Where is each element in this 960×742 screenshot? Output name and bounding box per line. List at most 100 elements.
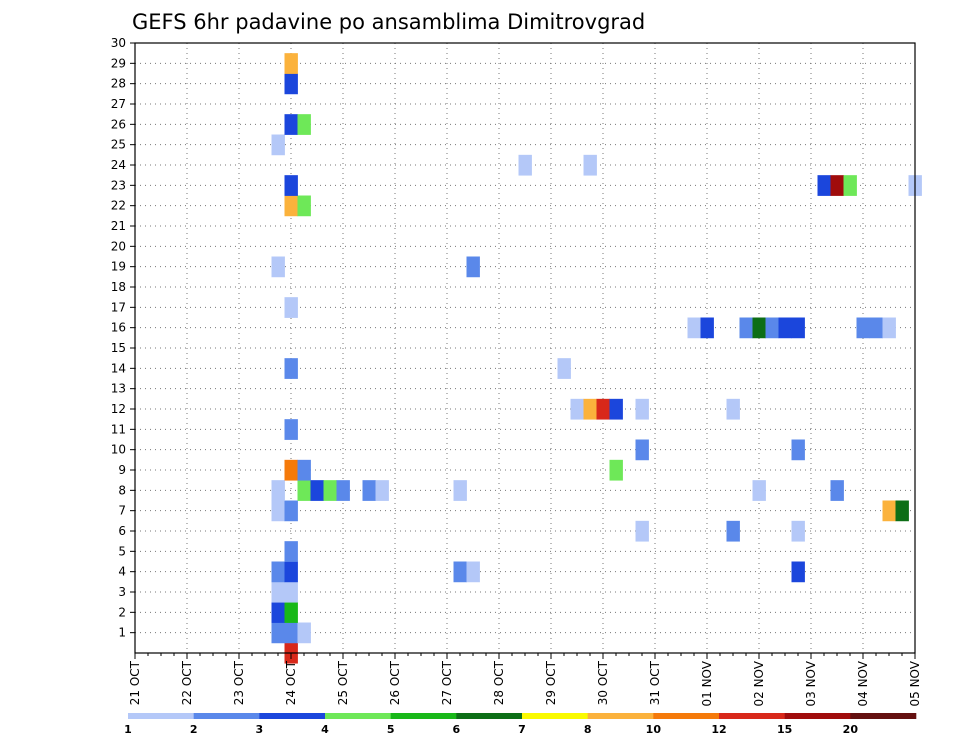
colorbar-segment [850,713,917,719]
heatmap-cell [284,500,298,522]
heatmap-cell [284,175,298,196]
heatmap-cell [284,358,298,379]
heatmap-cell [271,602,285,623]
heatmap-cell [284,602,298,623]
x-axis: 21 OCT 22 OCT 23 OCT 24 OCT 25 OCT 26 OCT 27 O… [128,653,922,707]
colorbar-segment [587,713,654,719]
heatmap-cell [791,561,805,583]
colorbar-segment [325,713,391,719]
y-tick-label: 15 [111,341,126,355]
x-tick-label: 29 OCT [544,660,558,705]
y-tick-label: 18 [111,280,126,294]
heatmap-cell [791,439,805,461]
y-tick-label: 2 [118,605,126,619]
colorbar-legend: 1 2 3 4 5 6 7 8 10 12 15 20 [124,713,917,736]
heatmap-cell [609,459,623,481]
heatmap-cell [739,317,753,339]
heatmap-cell [362,480,376,501]
y-tick-label: 23 [111,178,126,192]
heatmap-cell [570,398,584,420]
heatmap-cell [284,561,298,583]
x-tick-label: 02 NOV [752,660,766,706]
heatmap-cells [271,53,922,664]
heatmap-cell [336,480,350,501]
heatmap-cell [323,480,337,501]
colorbar-label: 5 [387,723,395,736]
y-tick-label: 17 [111,300,126,314]
heatmap-cell [284,73,298,95]
heatmap-cell [271,480,285,501]
heatmap-cell [791,317,805,339]
y-tick-label: 29 [111,56,126,70]
heatmap-cell [817,175,831,196]
x-tick-label: 05 NOV [908,660,922,706]
heatmap-cell [466,256,480,278]
colorbar-segment [719,713,785,719]
colorbar-label: 2 [190,723,198,736]
y-tick-label: 19 [111,260,126,274]
x-tick-label: 21 OCT [128,660,142,705]
colorbar-label: 1 [124,723,132,736]
colorbar-label: 7 [518,723,526,736]
y-tick-label: 28 [111,77,126,91]
y-tick-label: 10 [111,443,126,457]
y-tick-label: 3 [118,585,126,599]
y-tick-label: 30 [111,36,126,50]
heatmap-cell [284,622,298,644]
colorbar-segment [390,713,457,719]
heatmap-cell [583,154,597,176]
colorbar-label: 12 [711,723,726,736]
heatmap-cell [284,53,298,74]
heatmap-cell [752,317,766,339]
heatmap-cell [271,256,285,278]
heatmap-cell [271,622,285,644]
heatmap-cell [297,195,311,217]
y-tick-label: 13 [111,382,126,396]
heatmap-cell [271,581,285,603]
heatmap-cell [687,317,701,339]
colorbar-label: 3 [256,723,264,736]
heatmap-cell [375,480,389,501]
heatmap-cell [635,398,649,420]
heatmap-cell [791,520,805,542]
x-tick-label: 26 OCT [388,660,402,705]
heatmap-cell [284,459,298,481]
heatmap-cell [596,398,610,420]
y-axis: 1234567891011121314151617181920212223242… [111,36,135,640]
heatmap-cell [635,520,649,542]
heatmap-cell [453,480,467,501]
x-tick-label: 03 NOV [804,660,818,706]
colorbar-label: 10 [646,723,662,736]
heatmap-cell [856,317,870,339]
x-tick-label: 01 NOV [700,660,714,706]
y-tick-label: 22 [111,199,126,213]
heatmap-cell [869,317,883,339]
colorbar-segment [259,713,326,719]
heatmap-cell [271,561,285,583]
y-tick-label: 27 [111,97,126,111]
heatmap-cell [271,134,285,156]
heatmap-cell [635,439,649,461]
y-tick-label: 7 [118,504,126,518]
y-tick-label: 26 [111,117,126,131]
y-tick-label: 4 [118,565,126,579]
heatmap-cell [284,297,298,318]
heatmap-cell [271,500,285,522]
colorbar-label: 8 [584,723,592,736]
heatmap-cell [466,561,480,583]
x-tick-label: 04 NOV [856,660,870,706]
chart-title: GEFS 6hr padavine po ansamblima Dimitrov… [132,10,645,34]
y-tick-label: 6 [118,524,126,538]
heatmap-cell [310,480,324,501]
colorbar-label: 6 [453,723,461,736]
heatmap-cell [726,520,740,542]
heatmap-cell [297,114,311,135]
heatmap-cell [882,317,896,339]
colorbar-segment [456,713,523,719]
colorbar-segment [522,713,588,719]
x-tick-label: 27 OCT [440,660,454,705]
y-tick-label: 1 [118,626,126,640]
x-tick-label: 25 OCT [336,660,350,705]
heatmap-cell [609,398,623,420]
heatmap-cell [297,459,311,481]
